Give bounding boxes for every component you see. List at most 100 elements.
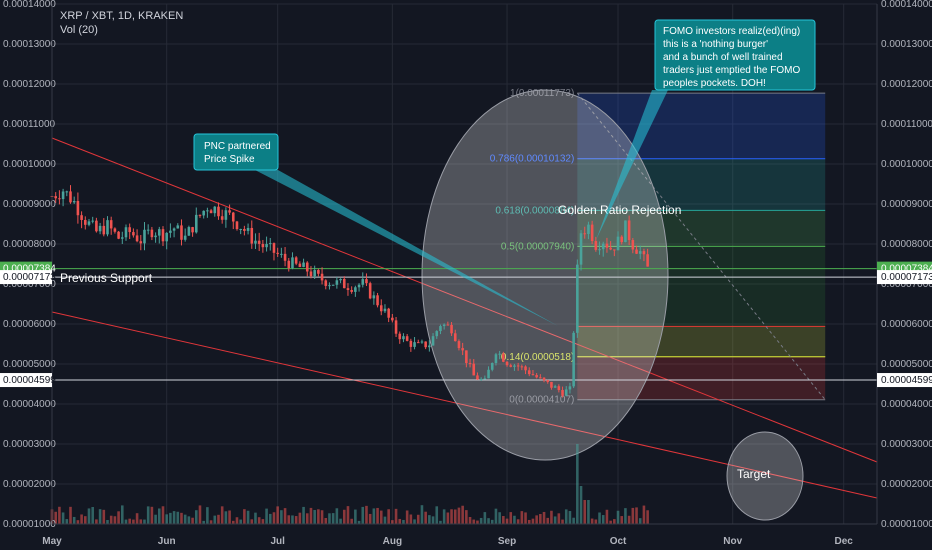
price-tick-label-right: 0.00010000 <box>881 159 932 170</box>
trend-line[interactable] <box>51 137 878 463</box>
volume-bar <box>402 519 405 524</box>
volume-bar <box>394 508 398 524</box>
candle-body <box>272 243 276 253</box>
price-tick-label-left: 0.00001000 <box>3 519 56 530</box>
candle-body <box>135 235 139 242</box>
date-tick-label: Aug <box>383 536 402 547</box>
candle-body <box>553 386 557 388</box>
trend-line[interactable] <box>51 311 878 499</box>
volume-bar <box>405 510 409 524</box>
volume-bar <box>276 506 279 524</box>
volume-bar <box>346 506 350 524</box>
volume-bar <box>265 508 268 524</box>
volume-bar <box>239 519 242 524</box>
candle-body <box>487 369 490 379</box>
volume-bar <box>494 508 498 524</box>
volume-bar <box>176 511 180 524</box>
volume-bar <box>120 505 124 524</box>
volume-bar <box>61 512 65 524</box>
candle-body <box>391 317 394 321</box>
candle-body <box>568 386 572 390</box>
candle-body <box>398 333 402 340</box>
volume-bar <box>298 512 302 524</box>
volume-bar <box>106 520 109 524</box>
time-axis[interactable]: May Jun Jul Aug Sep Oct Nov Dec <box>42 523 877 547</box>
volume-bar <box>305 513 309 524</box>
price-tick-label-left: 0.00004000 <box>3 399 56 410</box>
price-tick-label-right: 0.00006000 <box>881 319 932 330</box>
fib-level-label: 0.14(0.0000518) <box>501 352 574 363</box>
candle-body <box>209 210 213 214</box>
candle-body <box>572 332 575 387</box>
volume-bar <box>457 507 461 524</box>
volume-bar <box>257 517 261 524</box>
price-tick-label-left: 0.00003000 <box>3 439 56 450</box>
volume-bar <box>564 509 568 524</box>
candle-body <box>335 280 339 285</box>
callout-fomo[interactable]: FOMO investors realiz(ed)(ing) this is a… <box>596 19 816 240</box>
candle-body <box>505 361 509 366</box>
highlight-ellipse[interactable] <box>421 89 669 461</box>
candle-body <box>157 229 161 236</box>
volume-bar <box>601 515 605 524</box>
candle-body <box>95 220 98 232</box>
candle-body <box>235 221 239 230</box>
callout-pnc-box <box>193 133 279 171</box>
price-tag-left-text: 0.00004599 <box>3 375 56 386</box>
candle-body <box>638 251 642 254</box>
candle-body <box>613 249 616 251</box>
price-tick-label-left: 0.00014000 <box>3 0 56 10</box>
callout-pnc[interactable]: PNC partnered Price Spike <box>193 133 558 326</box>
candle-body <box>365 279 368 284</box>
candle-body <box>468 363 472 365</box>
volume-bar <box>324 518 328 524</box>
volume-bar <box>416 514 420 524</box>
volume-bar <box>54 511 57 524</box>
candle-body <box>539 377 542 379</box>
candle-body <box>576 264 579 333</box>
volume-bar <box>342 509 346 524</box>
volume-bar <box>516 519 520 524</box>
candle-body <box>54 196 57 199</box>
candle-body <box>516 365 520 367</box>
candle-body <box>305 262 309 272</box>
volume-bar <box>98 509 102 524</box>
price-tick-label-right: 0.00013000 <box>881 39 932 50</box>
volume-bar <box>161 506 165 524</box>
candle-body <box>302 262 305 267</box>
volume-bar <box>183 514 187 524</box>
trend-lines[interactable] <box>51 137 878 499</box>
volume-bar <box>124 519 128 524</box>
annotation-golden-ratio: Golden Ratio Rejection <box>558 203 681 217</box>
candle-body <box>139 241 143 244</box>
date-tick-label: Oct <box>610 536 627 547</box>
volume-bar <box>635 507 638 524</box>
candle-body <box>609 247 612 250</box>
candle-body <box>394 320 398 334</box>
volume-bar <box>228 510 231 524</box>
volume-bar <box>235 517 239 524</box>
price-axis[interactable]: 0.00001000 0.00001000 0.00002000 0.00002000… <box>3 0 932 530</box>
price-tick-label-left: 0.00011000 <box>3 119 56 130</box>
volume-bar <box>102 509 106 524</box>
candle-body <box>224 210 228 220</box>
volume-bar <box>254 512 257 524</box>
price-tag-left-text: 0.00007384 <box>3 264 56 275</box>
fibonacci-retracement[interactable]: 1(0.00011773) 0.786(0.00010132) 0.618(0.00… <box>490 88 826 406</box>
candle-body <box>265 243 268 248</box>
fib-zone <box>577 93 826 159</box>
candle-body <box>435 331 439 337</box>
candle-body <box>646 254 649 267</box>
volume-bar <box>513 515 516 524</box>
candle-body <box>243 228 246 231</box>
price-tick-label-right: 0.00007000 <box>881 279 932 290</box>
candle-body <box>453 333 457 342</box>
volume-bar <box>490 519 494 524</box>
target-ellipse[interactable] <box>726 431 804 521</box>
candle-body <box>180 225 183 240</box>
price-tick-label-left: 0.00013000 <box>3 39 56 50</box>
symbol-title: XRP / XBT, 1D, KRAKEN <box>60 10 183 22</box>
volume-bar <box>283 508 287 524</box>
volume-bar <box>217 514 220 524</box>
